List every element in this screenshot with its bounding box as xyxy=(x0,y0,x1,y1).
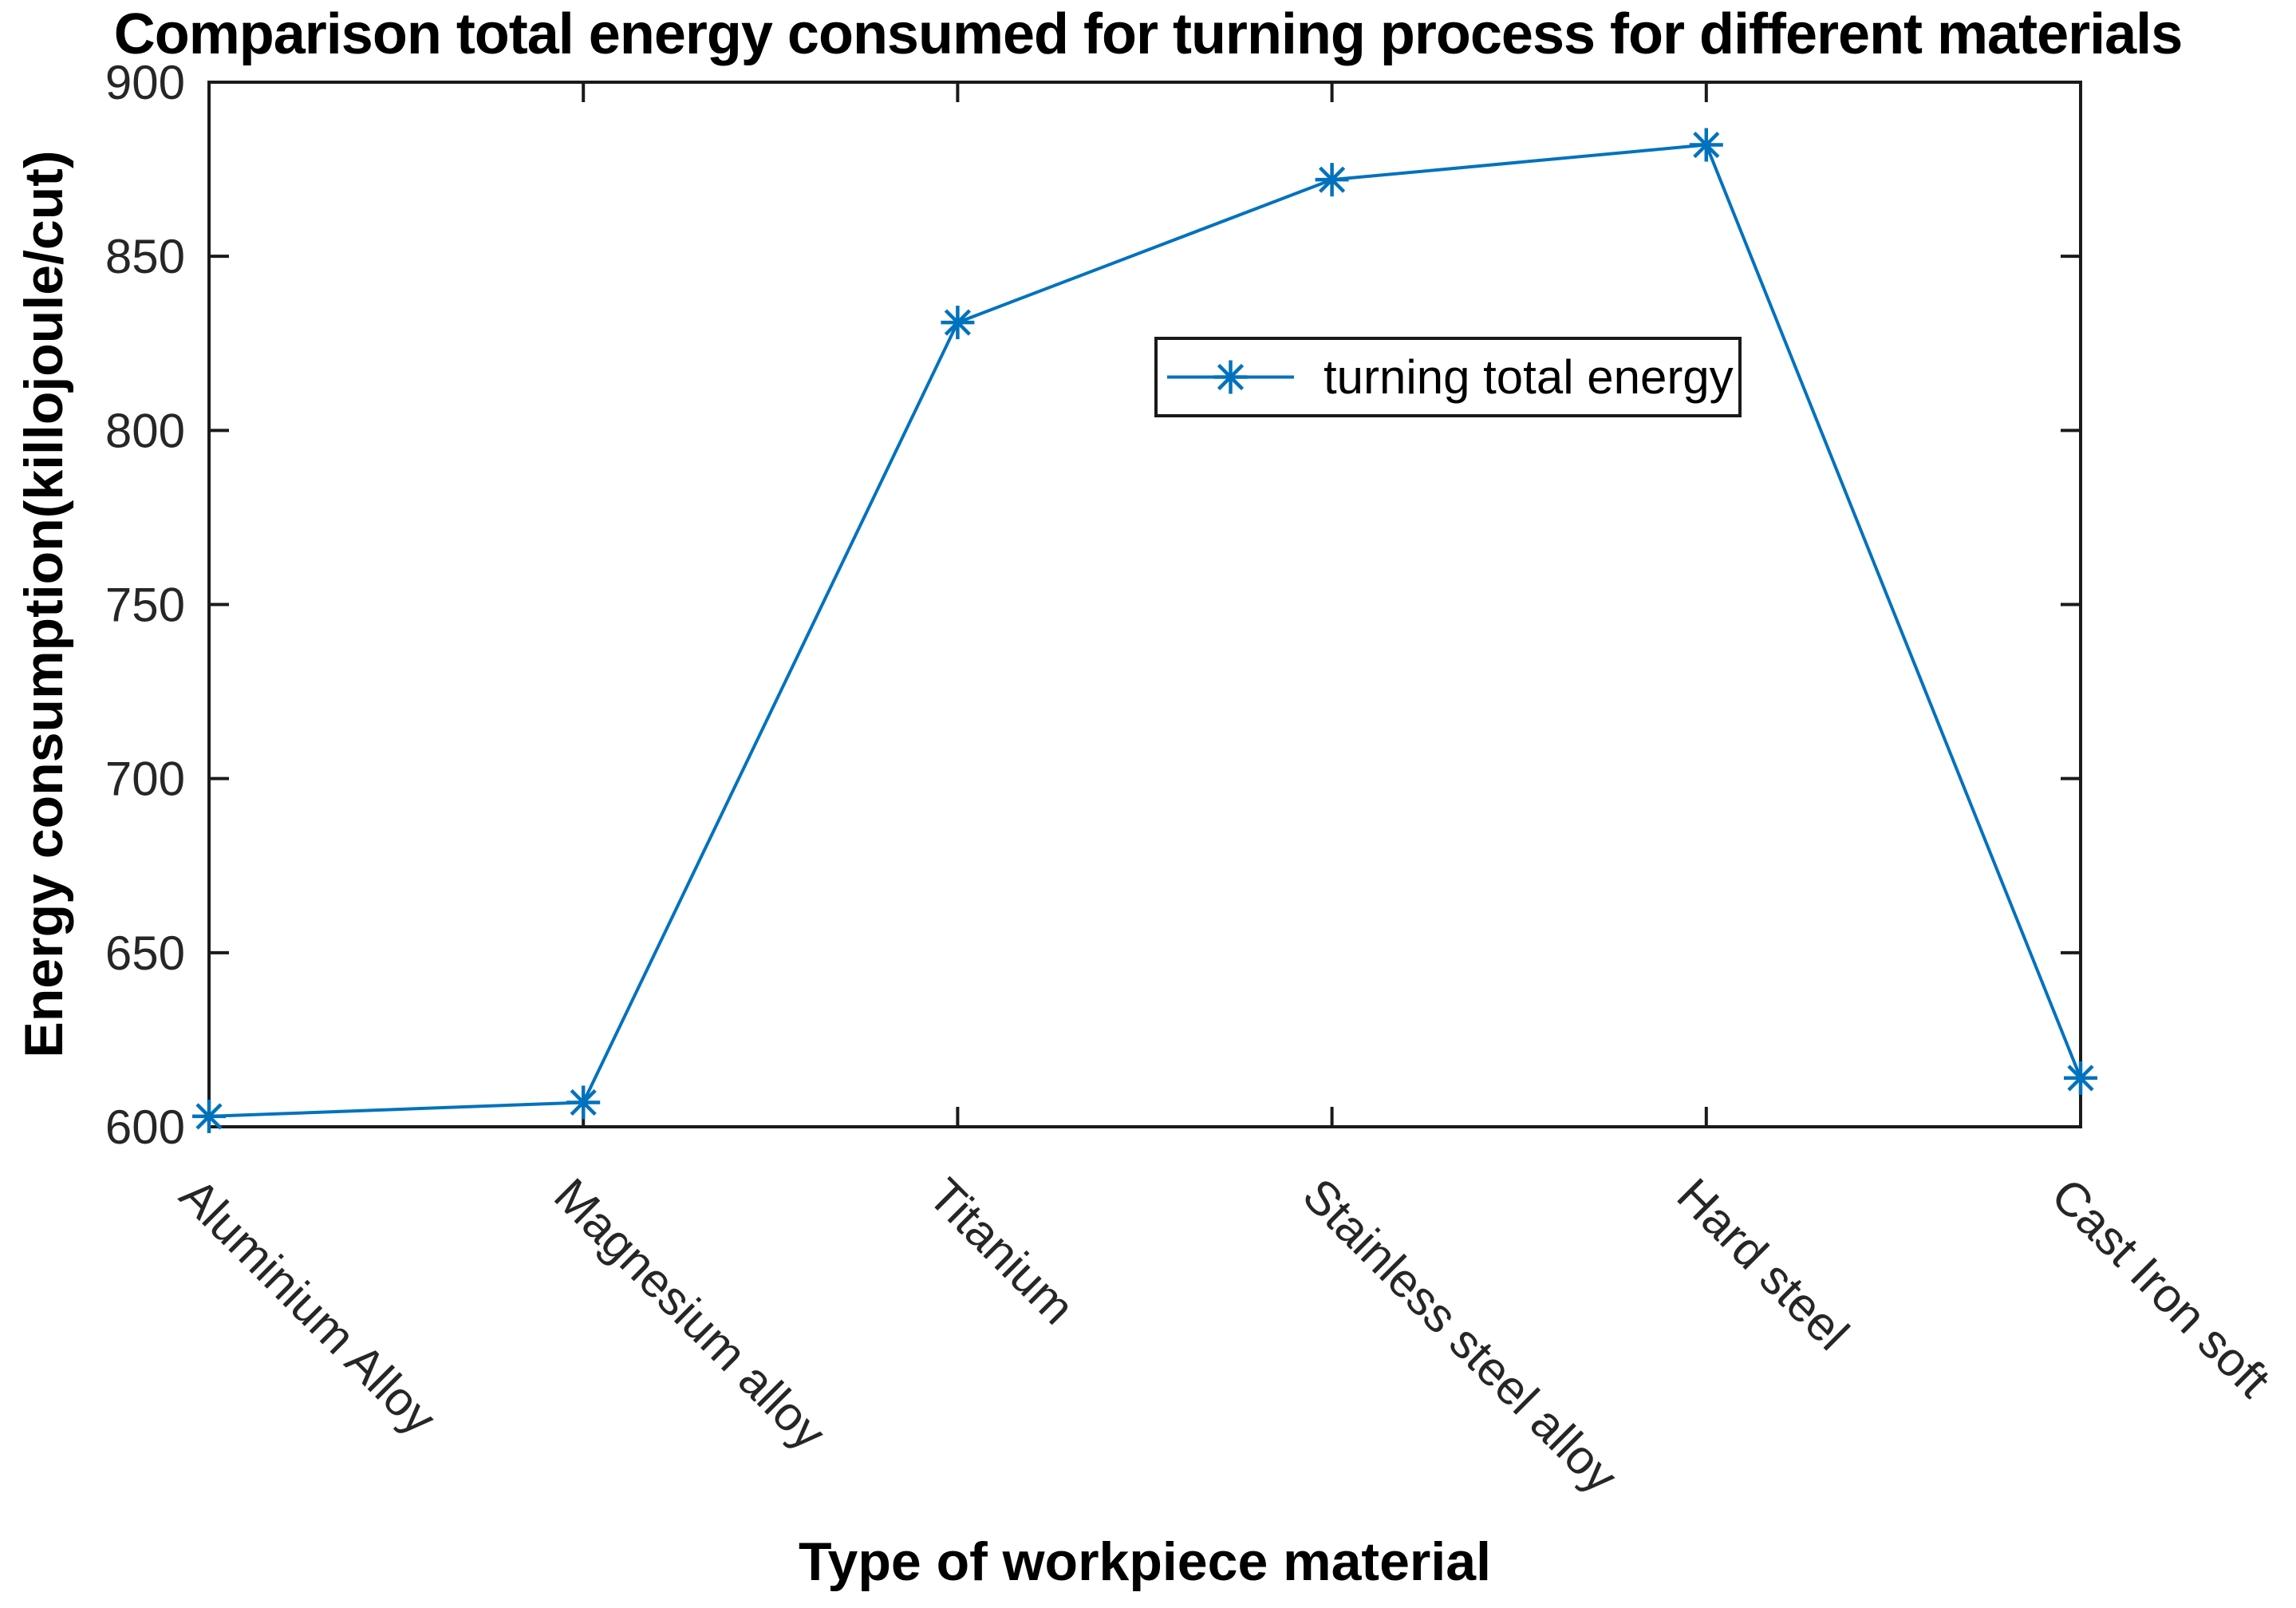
x-tick-label: Magnesium alloy xyxy=(544,1168,836,1460)
y-tick-label: 600 xyxy=(105,1100,185,1154)
data-point-marker xyxy=(566,1085,601,1120)
y-tick-label: 850 xyxy=(105,230,185,283)
y-tick-label: 650 xyxy=(105,926,185,980)
data-point-marker xyxy=(192,1099,226,1133)
asterisk-marker-icon xyxy=(1213,360,1248,394)
y-tick-label: 700 xyxy=(105,753,185,806)
data-point-marker xyxy=(941,306,975,340)
y-tick-label: 800 xyxy=(105,404,185,457)
axes-box xyxy=(207,81,2082,1128)
x-tick-label: Cast Iron soft xyxy=(2042,1168,2281,1408)
y-tick-label: 750 xyxy=(105,579,185,632)
legend: turning total energy xyxy=(1154,337,1742,417)
x-tick-label: Hard steel xyxy=(1667,1168,1860,1361)
y-tick-label: 900 xyxy=(105,56,185,109)
legend-marker-sample xyxy=(1167,360,1294,394)
series-line xyxy=(208,143,2082,1118)
data-point-marker xyxy=(1689,128,1723,162)
x-tick-label: Titanium xyxy=(918,1168,1084,1334)
x-axis-label: Type of workpiece material xyxy=(799,1531,1491,1592)
x-tick-label: Stainless steel alloy xyxy=(1292,1168,1627,1503)
data-point-marker xyxy=(1315,163,1349,197)
chart-title: Comparison total energy consumed for tur… xyxy=(113,2,2183,66)
legend-entry-label: turning total energy xyxy=(1324,350,1734,404)
x-tick-label: Aluminium Alloy xyxy=(170,1168,447,1445)
data-point-marker xyxy=(2064,1061,2097,1095)
y-axis-label: Energy consumption(killojoule/cut) xyxy=(14,150,74,1058)
